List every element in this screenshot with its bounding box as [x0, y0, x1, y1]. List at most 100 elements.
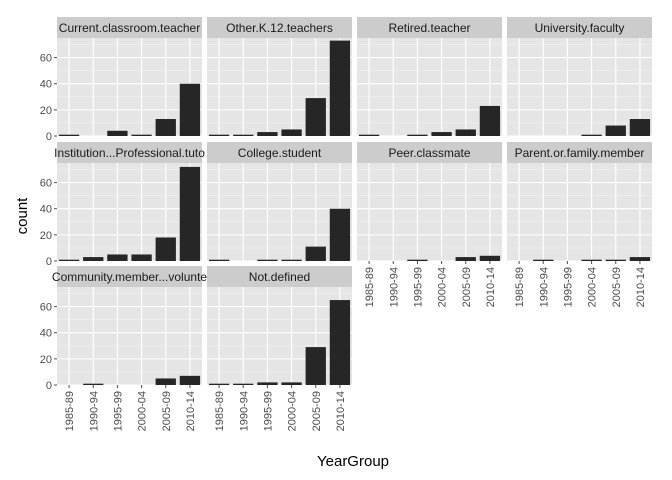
- facet-strip: [357, 17, 502, 38]
- bar: [131, 254, 152, 261]
- facet-panel: Other.K.12.teachers: [207, 17, 352, 137]
- y-tick-label: 20: [40, 354, 52, 366]
- bar: [257, 132, 278, 136]
- x-tick-label: 1985-89: [64, 391, 76, 431]
- y-tick-label: 0: [46, 256, 52, 268]
- bar: [605, 259, 626, 261]
- facet-strip-label: Peer.classmate: [388, 146, 470, 160]
- bar: [479, 255, 501, 261]
- y-tick-label: 20: [40, 105, 52, 117]
- bar: [431, 132, 452, 136]
- bar: [208, 134, 230, 136]
- bar: [605, 125, 626, 136]
- facet-strip-label: Current.classroom.teacher: [59, 21, 200, 35]
- facet-panel: Community.member...volunte 0 20 40 60 1985-89…: [40, 266, 207, 431]
- facet-strip: [357, 142, 502, 163]
- x-tick-label: 1990-94: [388, 267, 400, 307]
- panel-background: [507, 38, 652, 136]
- bar: [155, 237, 176, 261]
- panel-background: [357, 38, 502, 136]
- facet-strip: [207, 142, 352, 163]
- bar: [257, 382, 278, 385]
- y-tick-label: 60: [40, 302, 52, 314]
- facet-strip-label: College.student: [238, 146, 322, 160]
- facet-strip: [57, 266, 202, 287]
- facet-panel: Retired.teacher: [357, 17, 502, 137]
- x-tick-label: 1995-99: [262, 391, 274, 431]
- facet-panel: Peer.classmate 1985-89 1990-94 1995-99 2000-…: [357, 142, 502, 307]
- panel-background: [207, 38, 352, 136]
- facet-strip-label: Not.defined: [249, 270, 310, 284]
- bar: [455, 257, 476, 261]
- bar: [305, 98, 326, 136]
- x-tick-label: 2000-04: [287, 391, 299, 431]
- panel-background: [207, 287, 352, 385]
- facet-strip: [57, 142, 202, 163]
- facet-panel: Current.classroom.teacher 0 20 40 60: [40, 17, 202, 143]
- x-tick-label: 2010-14: [185, 391, 197, 431]
- bar: [233, 134, 254, 136]
- facet-strip-label: Parent.or.family.member: [515, 146, 645, 160]
- bar: [233, 383, 254, 385]
- facet-strip: [207, 17, 352, 38]
- x-tick-label: 2000-04: [587, 267, 599, 307]
- bar: [305, 347, 326, 385]
- bar: [107, 254, 128, 261]
- bar: [455, 129, 476, 136]
- facet-panel: University.faculty: [507, 17, 652, 137]
- facet-strip: [207, 266, 352, 287]
- x-tick-label: 1990-94: [538, 267, 550, 307]
- bar: [281, 129, 302, 136]
- bar: [281, 259, 302, 261]
- x-tick-label: 2005-09: [161, 391, 173, 431]
- bar: [329, 208, 351, 261]
- y-axis-title: count: [14, 197, 31, 235]
- bar: [155, 119, 176, 136]
- bar: [281, 382, 302, 385]
- y-tick-label: 40: [40, 328, 52, 340]
- x-tick-label: 1995-99: [112, 391, 124, 431]
- bar: [155, 378, 176, 385]
- y-tick-label: 40: [40, 79, 52, 91]
- bar: [83, 257, 104, 261]
- facet-strip-label: Community.member...volunte: [52, 270, 207, 284]
- panel-background: [57, 163, 202, 261]
- x-tick-label: 1990-94: [88, 391, 100, 431]
- bar: [533, 259, 554, 261]
- facet-strip-label: Institution...Professional.tuto: [54, 146, 205, 160]
- facet-strip-label: University.faculty: [535, 21, 625, 35]
- bar: [58, 134, 80, 136]
- x-tick-label: 2005-09: [311, 391, 323, 431]
- facet-strip: [507, 142, 652, 163]
- panel-background: [207, 163, 352, 261]
- x-tick-label: 2010-14: [635, 267, 647, 307]
- bar: [581, 259, 602, 261]
- x-tick-label: 1985-89: [364, 267, 376, 307]
- y-tick-label: 0: [46, 380, 52, 392]
- bar: [358, 134, 380, 136]
- x-tick-label: 2000-04: [437, 267, 449, 307]
- facet-panel: College.student: [207, 142, 352, 262]
- x-tick-label: 2005-09: [461, 267, 473, 307]
- facet-strip: [507, 17, 652, 38]
- x-axis-title: YearGroup: [317, 453, 389, 470]
- facet-strip: [57, 17, 202, 38]
- x-tick-label: 1985-89: [214, 391, 226, 431]
- bar: [131, 134, 152, 136]
- bar: [305, 246, 326, 261]
- y-tick-label: 40: [40, 204, 52, 216]
- bar: [179, 375, 201, 385]
- facet-panel: Not.defined 1985-89 1990-94 1995-99 2000-04 2…: [207, 266, 352, 431]
- x-tick-label: 1995-99: [562, 267, 574, 307]
- x-tick-label: 2010-14: [335, 391, 347, 431]
- y-tick-label: 0: [46, 131, 52, 143]
- bar: [208, 383, 230, 385]
- panel-background: [507, 163, 652, 261]
- bar: [629, 257, 651, 261]
- x-tick-label: 2010-14: [485, 267, 497, 307]
- bar: [407, 134, 428, 136]
- bar: [329, 40, 351, 136]
- panel-background: [57, 38, 202, 136]
- bar: [407, 259, 428, 261]
